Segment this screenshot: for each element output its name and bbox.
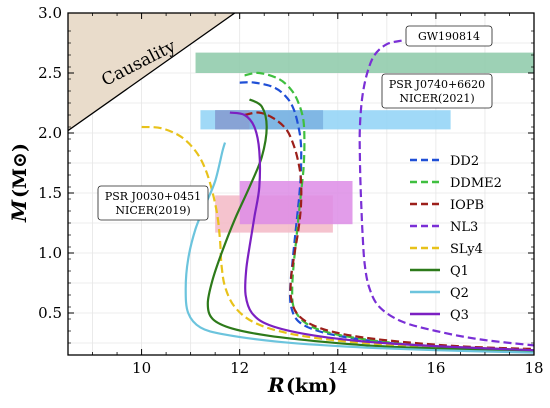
eos-curves xyxy=(141,39,534,354)
constraint-band xyxy=(195,52,534,73)
x-tick-label: 12 xyxy=(230,359,249,377)
psr2021-label-line2: NICER(2021) xyxy=(399,92,474,105)
series-line-nl3 xyxy=(358,39,534,347)
axis-ticks: 10 12 14 16 18 0.5 1.0 1.5 2.0 2.5 3.0 xyxy=(38,4,543,377)
legend-label-q2: Q2 xyxy=(450,286,469,301)
gw-label: GW190814 xyxy=(418,30,480,43)
legend-label-dd2: DD2 xyxy=(450,154,479,169)
legend-label-q3: Q3 xyxy=(450,308,469,323)
causality-region xyxy=(68,13,236,132)
y-tick-label: 1.0 xyxy=(38,244,62,262)
y-tick-label: 0.5 xyxy=(38,304,62,322)
y-axis-title: M (M⊙) xyxy=(7,143,31,223)
x-axis-unit: (km) xyxy=(286,375,337,397)
series-line-sly4 xyxy=(141,125,534,352)
psr2021-label-box: PSR J0740+6620 NICER(2021) xyxy=(381,73,493,109)
y-tick-label: 2.0 xyxy=(38,124,62,142)
y-axis-label: M xyxy=(7,199,31,223)
x-tick-label: 16 xyxy=(426,359,445,377)
x-axis-title: R (km) xyxy=(267,373,337,397)
y-tick-label: 1.5 xyxy=(38,184,62,202)
constraint-band xyxy=(215,110,250,130)
causality-boundary xyxy=(68,13,236,132)
x-tick-label: 14 xyxy=(328,359,347,377)
y-tick-label: 2.5 xyxy=(38,64,62,82)
gw-label-box: GW190814 xyxy=(405,25,493,47)
series-line-ddme2 xyxy=(244,71,534,352)
psr2019-label-box: PSR J0030+0451 NICER(2019) xyxy=(97,185,209,221)
series-line-q1 xyxy=(206,98,534,353)
series-line-q2 xyxy=(184,142,534,354)
series-line-q3 xyxy=(229,111,534,352)
legend-label-iopb: IOPB xyxy=(450,198,484,213)
y-axis-unit: (M⊙) xyxy=(9,143,31,198)
legend-label-ddme2: DDME2 xyxy=(450,176,502,191)
legend-label-sly4: SLy4 xyxy=(450,242,483,257)
y-tick-label: 3.0 xyxy=(38,4,62,22)
legend-label-nl3: NL3 xyxy=(450,220,478,235)
x-tick-label: 18 xyxy=(524,359,543,377)
x-tick-label: 10 xyxy=(132,359,151,377)
psr2021-label-line1: PSR J0740+6620 xyxy=(389,78,485,91)
series-line-iopb xyxy=(244,111,534,351)
psr2019-label-line2: NICER(2019) xyxy=(115,204,190,217)
x-axis-label: R xyxy=(267,373,285,397)
plot-frame xyxy=(67,12,535,356)
psr2019-label-line1: PSR J0030+0451 xyxy=(105,190,201,203)
legend: DD2 DDME2 IOPB NL3 SLy4 Q1 Q2 Q3 xyxy=(410,154,502,323)
legend-label-q1: Q1 xyxy=(450,264,469,279)
